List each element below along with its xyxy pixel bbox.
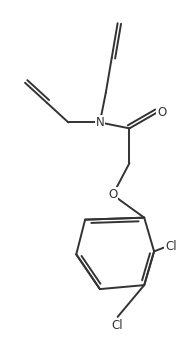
Text: Cl: Cl — [112, 319, 123, 332]
Text: N: N — [96, 116, 104, 129]
Text: Cl: Cl — [165, 240, 177, 253]
Text: O: O — [157, 106, 166, 119]
Text: O: O — [108, 188, 117, 201]
